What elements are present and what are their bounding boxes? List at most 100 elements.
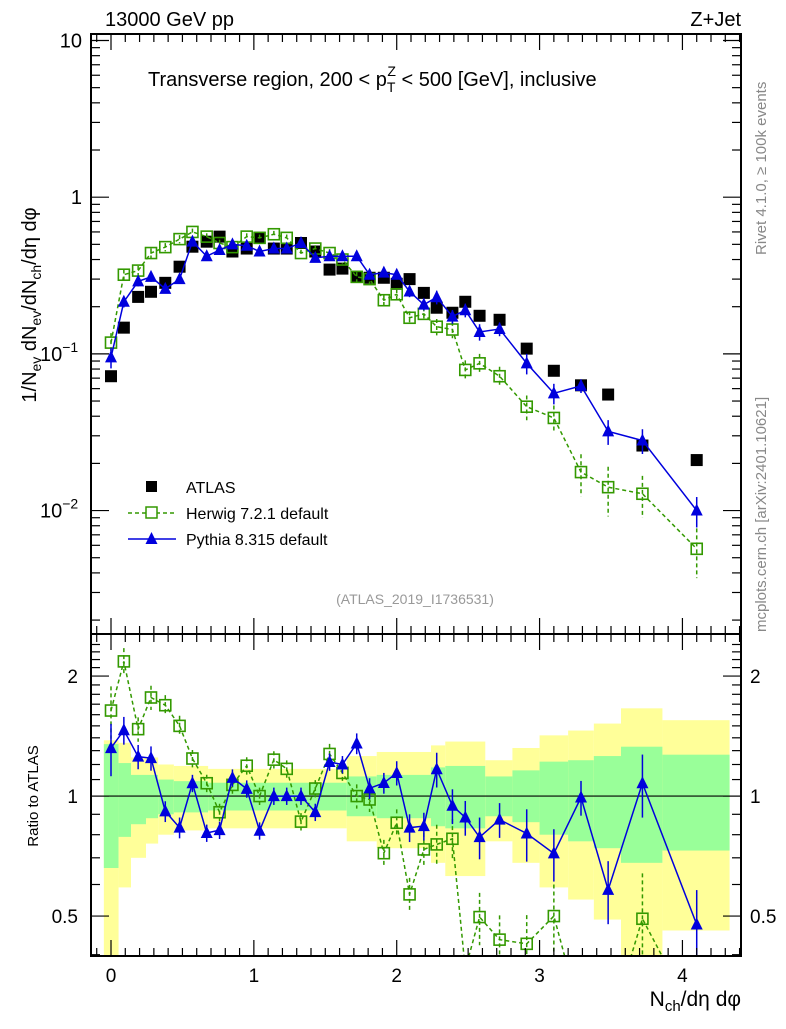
pythia-data-point (200, 249, 213, 262)
pythia-ratio-point (226, 770, 239, 783)
pythia-ratio-point (602, 882, 615, 895)
herwig-ratio-point (144, 691, 158, 704)
pythia-ratio-point (350, 736, 363, 749)
herwig-data-point (493, 369, 506, 383)
pythia-ratio-point (473, 830, 486, 843)
ratio-band-inner (158, 779, 174, 815)
pythia-ratio-point (403, 820, 416, 833)
atlas-data-point (117, 321, 130, 334)
pythia-ratio-point (295, 789, 307, 802)
pythia-data-point (253, 244, 266, 257)
pythia-data-point (602, 424, 615, 437)
ratio-bands (103, 708, 730, 956)
process-label: Z+Jet (690, 9, 741, 31)
pythia-data-point (323, 249, 336, 262)
pythia-data-point (336, 249, 349, 262)
ratio-plot-frame (90, 633, 742, 957)
pythia-data-point (132, 274, 145, 287)
ratio-y-tick-label-right: 2 (750, 667, 761, 688)
pythia-ratio-point (145, 751, 157, 764)
herwig-ratio-point (493, 933, 506, 946)
pythia-ratio-point (280, 789, 293, 802)
herwig-data-point (520, 400, 534, 414)
pythia-data-point (473, 324, 486, 337)
atlas-data-point (390, 277, 403, 290)
pythia-data-point (280, 241, 293, 254)
xlabel-rest: /dη dφ (681, 988, 741, 1011)
pythia-data-point (213, 243, 226, 256)
pythia-data-point (350, 249, 363, 262)
ratio-y-tick-label-left: 1 (67, 787, 78, 808)
title-post: < 500 [GeV], inclusive (396, 69, 597, 91)
title-sup: Z (387, 63, 396, 79)
legend-marker-herwig (145, 506, 158, 519)
pythia-data-point (363, 267, 376, 280)
herwig-ratio-point (473, 910, 486, 924)
pythia-data-point (145, 269, 157, 282)
pythia-ratio-point (459, 810, 472, 823)
chart-marks (91, 225, 741, 956)
pythia-data-point (547, 386, 560, 399)
pythia-series-ratio (105, 716, 703, 956)
atlas-data-point (417, 286, 430, 299)
pythia-data-point (117, 294, 130, 307)
herwig-data-point (601, 480, 615, 494)
legend: ATLAS Herwig 7.2.1 default Pythia 8.315 … (128, 480, 329, 549)
herwig-data-point (267, 227, 281, 241)
herwig-data-point (636, 487, 649, 501)
pythia-ratio-point (186, 776, 199, 789)
pythia-ratio-point (323, 755, 336, 768)
ylabel-sub: ch (28, 265, 44, 280)
herwig-data-point (173, 232, 186, 246)
pythia-ratio-point (132, 749, 145, 762)
herwig-data-point (430, 320, 444, 334)
pythia-data-point (520, 356, 533, 369)
herwig-ratio-point (636, 912, 649, 926)
herwig-series-main (104, 225, 704, 579)
pythia-ratio-point (105, 741, 117, 754)
ylabel-part: 1/N (19, 371, 41, 402)
herwig-ratio-point (417, 843, 431, 856)
herwig-ratio-point (403, 888, 416, 901)
pythia-data-point (493, 322, 506, 335)
pythia-ratio-point (520, 826, 533, 839)
legend-marker-atlas (146, 481, 157, 492)
ylabel-sub: ev (28, 357, 44, 372)
ratio-band-inner (103, 744, 119, 868)
herwig-ratio-point (104, 704, 118, 717)
pythia-ratio-point (117, 723, 130, 736)
pythia-data-point (173, 272, 186, 285)
atlas-data-point (547, 364, 560, 377)
y-tick-label: 1 (71, 187, 82, 209)
pythia-data-point (417, 297, 430, 310)
pythia-data-point (159, 281, 172, 294)
herwig-data-point (350, 270, 364, 284)
pythia-ratio-point (575, 790, 587, 803)
pythia-ratio-point (430, 762, 443, 775)
legend-marker-pythia (145, 532, 158, 544)
herwig-data-point (144, 246, 158, 260)
pythia-ratio-point (213, 823, 226, 836)
xlabel-main: N (650, 988, 665, 1011)
ylabel-sub: ev (28, 311, 44, 326)
herwig-line (110, 231, 698, 550)
pythia-data-point (267, 241, 280, 254)
herwig-data-point (253, 231, 266, 245)
pythia-data-point (240, 238, 253, 251)
herwig-data-point (403, 311, 416, 325)
herwig-series-ratio (104, 648, 663, 956)
herwig-data-point (390, 287, 404, 301)
legend-label-herwig: Herwig 7.2.1 default (186, 506, 329, 523)
herwig-ratio-point (294, 815, 308, 828)
x-axis-label: Nch/dη dφ (650, 988, 741, 1015)
pythia-data-point (690, 503, 703, 516)
pythia-ratio-point (363, 781, 376, 794)
y-tick-label: 10−2 (40, 496, 78, 523)
herwig-data-point (547, 411, 561, 425)
herwig-ratio-point (350, 789, 364, 803)
atlas-data-point (430, 301, 443, 314)
atlas-data-point (473, 309, 486, 322)
pythia-data-point (636, 433, 649, 446)
atlas-data-point (323, 263, 336, 276)
pythia-ratio-point (200, 826, 213, 839)
